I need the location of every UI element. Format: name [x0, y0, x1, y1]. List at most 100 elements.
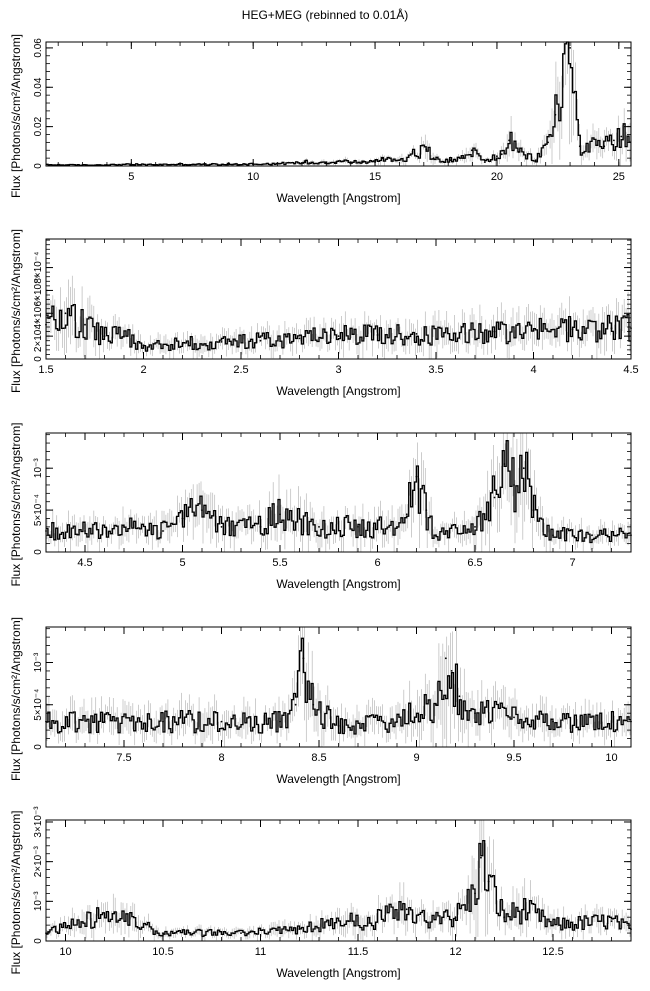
data-point	[64, 312, 67, 315]
data-point	[552, 534, 554, 537]
data-point	[84, 323, 86, 326]
x-tick-label: 25	[613, 171, 625, 183]
data-point	[487, 880, 490, 883]
data-point	[294, 703, 297, 706]
x-tick-label: 6	[374, 557, 380, 569]
data-point	[554, 113, 557, 116]
data-point	[142, 344, 145, 347]
y-axis-label: Flux [Photons/s/cm²/Angstrom]	[9, 34, 23, 198]
data-point	[415, 475, 418, 478]
x-tick-label: 1.5	[38, 364, 53, 376]
data-point	[405, 513, 408, 516]
data-point	[432, 157, 435, 160]
data-point	[483, 161, 486, 164]
data-point	[220, 341, 223, 343]
data-point	[500, 153, 503, 156]
data-point	[240, 932, 242, 934]
plot-frame	[45, 41, 632, 167]
data-point	[335, 161, 337, 164]
data-point	[84, 530, 86, 532]
data-point	[259, 526, 262, 528]
x-tick-label: 5	[128, 171, 134, 183]
x-tick-label: 3	[335, 364, 341, 376]
x-tick-label: 10	[247, 171, 259, 183]
data-point	[220, 526, 223, 528]
data-point	[532, 509, 535, 511]
x-tick-label: 15	[369, 171, 381, 183]
data-point	[435, 534, 437, 537]
data-point	[347, 920, 350, 923]
x-tick-label: 10	[59, 946, 71, 958]
x-tick-label: 9.5	[506, 752, 521, 764]
data-point	[357, 526, 359, 528]
data-point	[396, 720, 398, 723]
spectrum-line	[46, 41, 631, 167]
data-point	[444, 657, 447, 660]
data-point	[493, 496, 496, 499]
data-point	[461, 157, 464, 160]
y-axis-label: Flux [Photons/s/cm²/Angstrom]	[9, 422, 23, 586]
data-point	[454, 916, 457, 919]
data-point	[513, 484, 515, 486]
y-tick-label: 0.02	[33, 116, 44, 136]
data-point	[552, 720, 554, 723]
plot-frame	[45, 819, 632, 942]
data-point	[312, 703, 315, 706]
x-tick-label: 7.5	[116, 752, 131, 764]
data-point	[220, 720, 223, 723]
x-axis-label: Wavelength [Angstrom]	[276, 772, 400, 786]
y-tick-label: 10⁻³	[33, 891, 44, 911]
data-point	[103, 720, 106, 723]
data-point	[342, 160, 345, 163]
y-tick-label: 0	[33, 163, 44, 169]
data-point	[201, 509, 203, 511]
y-tick-label: 0	[33, 356, 44, 362]
data-point	[425, 148, 428, 151]
data-point	[480, 856, 482, 859]
data-point	[415, 333, 418, 335]
y-tick-label: 2×10⁻⁴	[33, 320, 44, 352]
data-point	[337, 725, 340, 727]
data-point	[123, 526, 125, 528]
y-tick-label: 0	[33, 938, 44, 944]
x-tick-label: 4	[530, 364, 536, 376]
data-point	[450, 670, 453, 672]
data-point	[470, 149, 473, 152]
y-tick-label: 6×10⁻⁴	[33, 274, 44, 306]
data-point	[569, 47, 571, 49]
y-axis-label: Flux [Photons/s/cm²/Angstrom]	[9, 617, 23, 781]
data-point	[298, 928, 301, 930]
figure-title: HEG+MEG (rebinned to 0.01Å)	[241, 8, 409, 22]
data-point	[532, 329, 535, 332]
x-tick-label: 11.5	[348, 946, 369, 958]
data-point	[279, 720, 281, 723]
data-point	[547, 141, 549, 144]
x-tick-label: 3.5	[428, 364, 443, 376]
data-point	[381, 157, 384, 160]
x-tick-label: 4.5	[623, 364, 638, 376]
data-point	[398, 159, 401, 162]
data-point	[298, 337, 301, 340]
data-point	[162, 530, 164, 532]
x-tick-label: 20	[491, 171, 503, 183]
x-tick-label: 10	[605, 752, 617, 764]
x-tick-label: 5	[179, 557, 185, 569]
data-point	[493, 330, 496, 333]
x-tick-label: 2	[140, 364, 146, 376]
y-tick-label: 0.06	[33, 38, 44, 58]
data-point	[103, 335, 106, 337]
data-point	[123, 335, 125, 337]
data-point	[376, 334, 379, 336]
data-point	[610, 920, 613, 923]
x-tick-label: 4.5	[77, 557, 92, 569]
data-point	[496, 155, 498, 158]
data-point	[503, 916, 506, 919]
y-tick-label: 8×10⁻⁴	[33, 252, 44, 284]
data-point	[405, 908, 408, 911]
data-point	[474, 526, 476, 528]
data-point	[181, 517, 184, 520]
data-point	[458, 695, 461, 698]
data-point	[181, 343, 184, 345]
data-point	[425, 509, 428, 511]
